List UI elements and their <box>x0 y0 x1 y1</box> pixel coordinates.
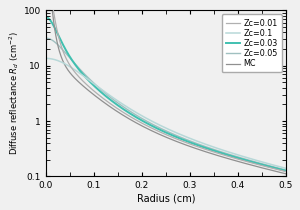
Zc=0.1 <box>106 93 110 96</box>
Zc=0.03 <box>284 169 288 172</box>
Line: Zc=0.05: Zc=0.05 <box>47 38 286 170</box>
Line: Zc=0.01: Zc=0.01 <box>47 0 286 172</box>
MC <box>153 131 157 134</box>
MC <box>225 157 229 159</box>
MC <box>87 90 91 92</box>
Zc=0.05 <box>205 146 208 148</box>
MC <box>205 151 208 153</box>
Line: Zc=0.03: Zc=0.03 <box>47 17 286 171</box>
Zc=0.01 <box>225 155 229 157</box>
Line: Zc=0.1: Zc=0.1 <box>47 58 286 168</box>
Zc=0.03 <box>186 140 189 143</box>
Zc=0.03 <box>205 147 208 150</box>
Zc=0.03 <box>87 80 91 82</box>
MC <box>186 144 189 147</box>
Zc=0.1 <box>87 79 91 81</box>
Zc=0.03 <box>45 16 49 19</box>
Zc=0.03 <box>153 126 157 129</box>
Line: MC: MC <box>47 0 286 174</box>
MC <box>106 104 110 107</box>
Zc=0.1 <box>225 150 229 153</box>
Zc=0.05 <box>186 139 189 141</box>
Zc=0.05 <box>87 77 91 80</box>
Zc=0.1 <box>205 143 208 146</box>
Zc=0.1 <box>284 167 288 170</box>
Zc=0.05 <box>45 37 49 39</box>
Zc=0.03 <box>106 97 110 99</box>
Zc=0.1 <box>186 136 189 139</box>
Zc=0.05 <box>106 94 110 97</box>
Legend: Zc=0.01, Zc=0.1, Zc=0.03, Zc=0.05, MC: Zc=0.01, Zc=0.1, Zc=0.03, Zc=0.05, MC <box>222 14 282 72</box>
Zc=0.05 <box>153 124 157 127</box>
Zc=0.03 <box>225 154 229 156</box>
Zc=0.01 <box>106 101 110 103</box>
Zc=0.01 <box>87 85 91 88</box>
Zc=0.01 <box>153 128 157 131</box>
Zc=0.1 <box>153 121 157 124</box>
Zc=0.01 <box>284 170 288 173</box>
Zc=0.05 <box>284 169 288 171</box>
Zc=0.1 <box>45 57 49 60</box>
Zc=0.05 <box>225 152 229 155</box>
X-axis label: Radius (cm): Radius (cm) <box>136 193 195 203</box>
Y-axis label: Diffuse reflectance $R_d$ (cm$^{-2}$): Diffuse reflectance $R_d$ (cm$^{-2}$) <box>7 32 21 155</box>
Zc=0.01 <box>205 148 208 151</box>
MC <box>284 173 288 175</box>
Zc=0.01 <box>186 142 189 144</box>
